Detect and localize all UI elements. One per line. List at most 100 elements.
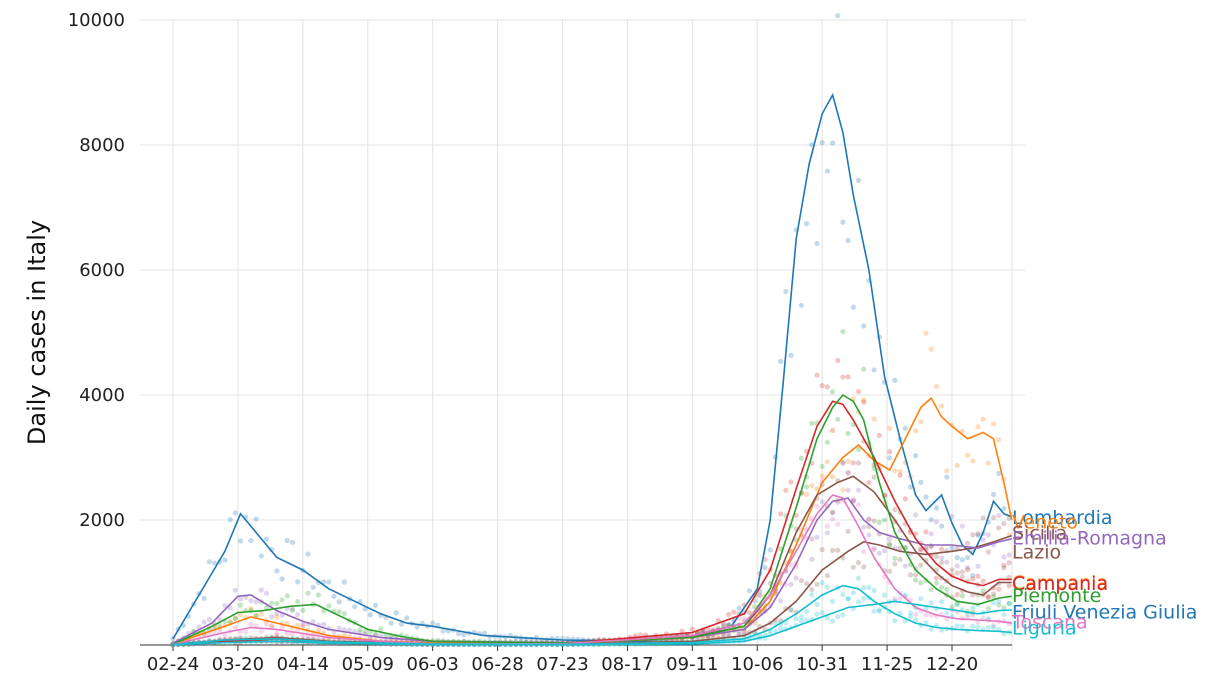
data-point (227, 517, 233, 523)
x-tick-label: 10-06 (731, 654, 783, 675)
data-point (741, 629, 747, 635)
data-point (227, 618, 233, 625)
data-point (944, 474, 950, 480)
data-point (892, 506, 898, 512)
data-point (1006, 552, 1012, 558)
data-point (1001, 562, 1007, 568)
data-point (300, 607, 306, 613)
data-point (876, 607, 882, 613)
data-point (269, 600, 275, 606)
data-point (378, 626, 384, 632)
data-point (814, 503, 820, 509)
data-point (855, 487, 862, 493)
data-point (274, 600, 280, 606)
data-point (819, 547, 825, 553)
data-point (887, 536, 893, 542)
data-point (923, 605, 929, 611)
data-point (954, 623, 960, 629)
data-point (985, 605, 991, 612)
series-end-label: Emilia-Romagna (1012, 528, 1167, 550)
data-point (824, 530, 830, 536)
data-point (990, 622, 997, 629)
data-point (918, 562, 924, 568)
data-point (222, 557, 228, 563)
data-point (980, 588, 986, 594)
data-point (918, 580, 924, 586)
data-point (1006, 600, 1012, 606)
data-point (897, 468, 903, 475)
data-point (1006, 560, 1012, 566)
data-point (913, 611, 919, 617)
data-point (923, 578, 929, 584)
data-point (902, 425, 908, 431)
x-tick-label: 02-24 (147, 654, 199, 675)
data-point (850, 496, 856, 503)
data-point (850, 304, 856, 310)
data-point (232, 615, 238, 621)
data-point (980, 578, 986, 584)
data-point (944, 610, 950, 616)
data-point (783, 606, 789, 612)
data-point (736, 605, 742, 611)
data-point (835, 416, 841, 422)
data-point (1006, 583, 1012, 589)
data-point (923, 620, 929, 626)
data-point (871, 416, 877, 422)
data-point (232, 510, 238, 516)
data-point (887, 568, 893, 574)
data-point (907, 484, 914, 490)
data-point (845, 374, 851, 380)
data-point (840, 374, 846, 380)
data-point (861, 524, 867, 530)
data-point (331, 593, 337, 599)
data-point (809, 483, 815, 489)
data-point (923, 529, 929, 535)
series-line (172, 396, 1013, 645)
data-point (944, 586, 950, 592)
data-point (850, 498, 856, 504)
data-point (788, 479, 794, 485)
data-point (829, 389, 836, 395)
data-point (819, 499, 825, 505)
data-point (866, 516, 872, 522)
data-point (840, 612, 846, 618)
series-end-label: Liguria (1012, 618, 1077, 640)
data-point (326, 579, 332, 585)
data-point (321, 621, 327, 627)
data-point (689, 626, 695, 632)
data-point (840, 459, 846, 465)
data-point (866, 532, 872, 538)
data-point (367, 612, 373, 618)
data-point (913, 453, 919, 459)
data-point (876, 608, 882, 614)
data-point (840, 460, 846, 466)
series-end-label: Campania (1012, 572, 1108, 594)
data-point (871, 474, 877, 480)
data-point (887, 455, 893, 461)
data-point (720, 632, 727, 638)
data-point (990, 594, 997, 600)
data-point (928, 346, 934, 352)
data-point (274, 630, 280, 636)
data-point (263, 621, 270, 627)
data-point (835, 521, 841, 527)
data-point (928, 586, 934, 592)
data-point (939, 560, 945, 566)
data-point (679, 628, 685, 634)
data-point (284, 593, 290, 599)
data-point (959, 593, 965, 599)
data-point (845, 469, 851, 476)
data-point (372, 631, 379, 637)
data-point (871, 546, 877, 553)
data-point (274, 568, 280, 574)
data-point (980, 515, 986, 521)
data-point (959, 569, 965, 575)
data-point (933, 553, 940, 559)
x-tick-label: 04-14 (277, 654, 329, 675)
x-tick-label: 03-20 (212, 654, 264, 675)
data-point (861, 397, 867, 403)
data-point (767, 547, 773, 553)
data-point (300, 621, 306, 628)
data-point (746, 588, 753, 594)
